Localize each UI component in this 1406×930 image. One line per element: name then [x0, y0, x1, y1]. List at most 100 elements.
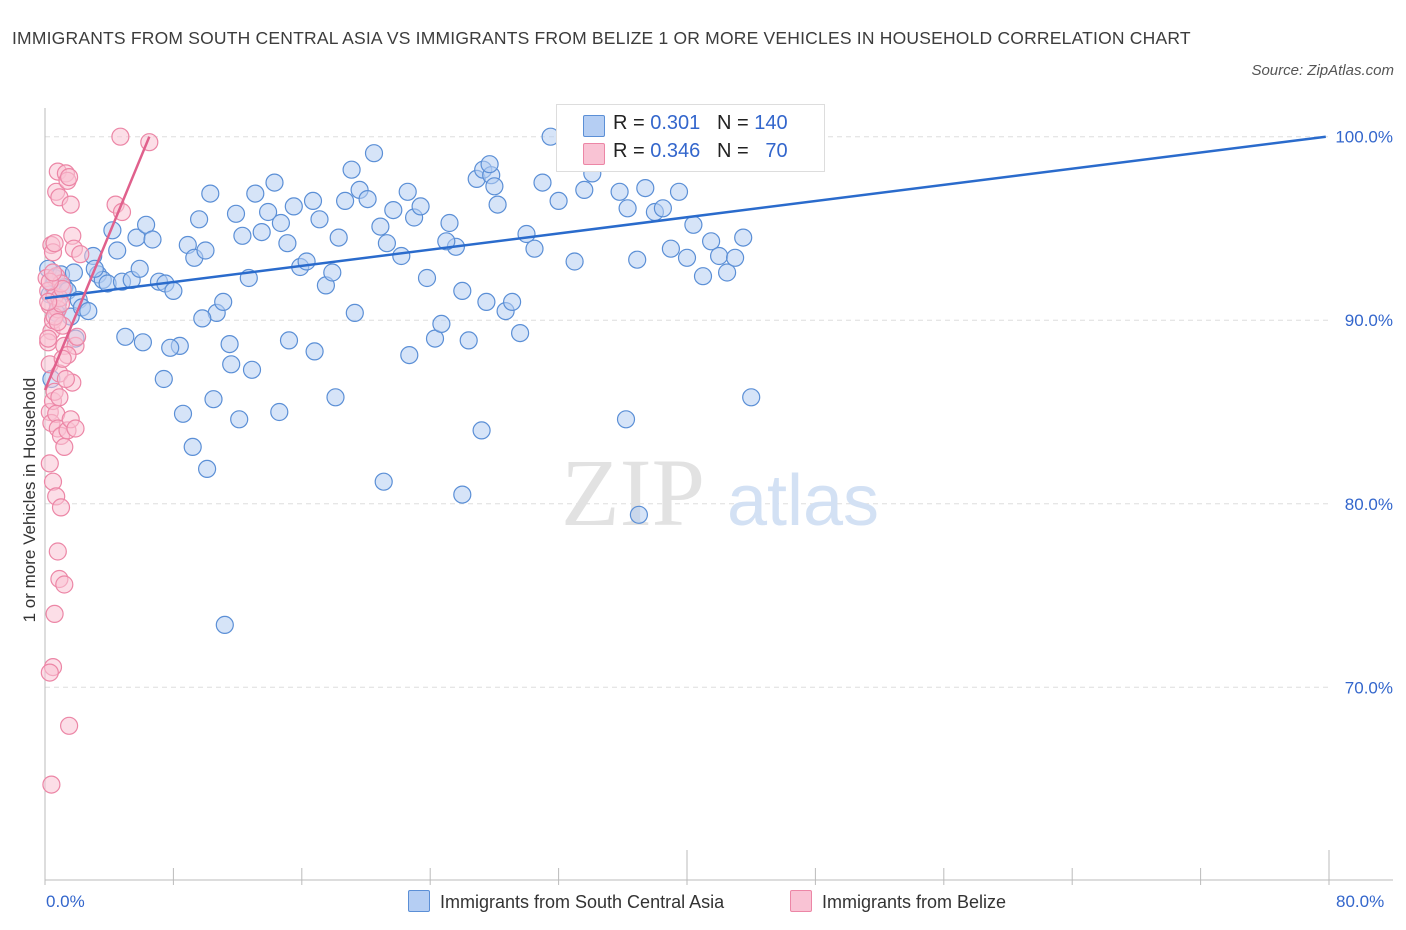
data-point [59, 168, 79, 187]
data-point [684, 215, 703, 234]
data-point [677, 248, 697, 267]
data-point [453, 281, 472, 300]
data-point [201, 184, 220, 203]
data-point [477, 292, 496, 311]
data-point [709, 246, 729, 266]
data-point [64, 263, 84, 282]
legend-swatch-pink [790, 890, 812, 912]
legend-n-label: N = [716, 112, 749, 134]
data-point [610, 182, 629, 201]
data-point [242, 360, 262, 379]
watermark-atlas: atlas [727, 461, 879, 541]
data-point [525, 239, 544, 258]
data-point [472, 421, 491, 440]
data-point [488, 195, 507, 214]
data-point [183, 437, 202, 456]
legend-swatch-blue [583, 115, 605, 137]
data-point [67, 327, 87, 346]
data-point [297, 252, 316, 271]
data-point [66, 419, 85, 438]
data-point [398, 182, 417, 201]
data-point [440, 213, 459, 233]
data-point [271, 213, 290, 233]
data-point [259, 202, 278, 222]
data-point [653, 199, 673, 218]
series-legend: Immigrants from South Central Asia Immig… [0, 890, 1406, 916]
data-point [190, 210, 209, 229]
data-point [161, 338, 180, 357]
data-point [215, 615, 234, 635]
data-point [55, 575, 74, 594]
data-point [411, 197, 430, 216]
data-point [116, 327, 135, 346]
data-point [246, 184, 265, 203]
legend-item-belize: Immigrants from Belize [790, 890, 1006, 913]
data-point [326, 388, 345, 407]
data-point [734, 228, 753, 247]
data-point [323, 263, 342, 282]
data-point [265, 173, 284, 192]
data-point [717, 263, 737, 282]
series-belize [37, 127, 159, 794]
data-point [629, 505, 649, 524]
data-point [278, 234, 297, 253]
data-point [575, 180, 594, 199]
data-point [377, 234, 396, 253]
data-point [432, 314, 451, 333]
x-tick-label-min: 0.0% [46, 892, 85, 911]
data-point [725, 248, 745, 267]
data-point [284, 197, 303, 216]
legend-r-label: R = [613, 112, 645, 134]
legend-n-label: N = [716, 140, 749, 162]
data-point [502, 292, 522, 311]
data-point [48, 313, 67, 332]
legend-label-south-central-asia: Immigrants from South Central Asia [440, 892, 725, 912]
data-point [45, 604, 64, 624]
data-point [549, 191, 568, 210]
data-point [342, 160, 361, 179]
data-point [279, 331, 299, 350]
legend-swatch-blue [408, 890, 430, 912]
y-tick-label: 70.0% [1345, 678, 1393, 697]
series-south-central-asia [39, 127, 761, 635]
data-point [459, 331, 478, 350]
legend-label-belize: Immigrants from Belize [822, 892, 1007, 912]
data-point [61, 195, 80, 214]
data-point [310, 210, 329, 229]
legend-n-value: 70 [765, 140, 788, 162]
data-point [164, 281, 183, 300]
data-point [565, 252, 584, 271]
data-point [48, 542, 67, 561]
data-point [392, 246, 411, 266]
y-axis-label: 1 or more Vehicles in Household [20, 377, 39, 623]
data-point [143, 230, 162, 249]
data-point [303, 191, 323, 210]
data-point [480, 155, 499, 174]
data-point [51, 498, 71, 517]
y-axis-label-wrap: 1 or more Vehicles in Household [18, 300, 42, 700]
data-point [661, 239, 681, 258]
data-point [111, 127, 130, 146]
data-point [226, 204, 246, 223]
data-point [437, 232, 456, 251]
axes [44, 108, 1393, 885]
data-point [669, 182, 689, 201]
chart-title: IMMIGRANTS FROM SOUTH CENTRAL ASIA VS IM… [12, 28, 1191, 48]
data-point [214, 292, 233, 311]
data-point [345, 303, 364, 322]
data-point [384, 201, 403, 220]
x-tick-label-max: 80.0% [1336, 892, 1385, 911]
data-point [55, 437, 74, 456]
y-tick-label: 100.0% [1335, 128, 1393, 147]
data-point [270, 402, 289, 422]
data-point [204, 390, 223, 409]
data-point [628, 250, 647, 269]
source-label: Source: ZipAtlas.com [1251, 62, 1394, 79]
data-point [371, 217, 390, 236]
data-point [616, 410, 636, 429]
legend-n-value: 140 [754, 112, 788, 134]
data-point [364, 144, 384, 163]
trend-lines [43, 135, 1326, 391]
data-point [336, 191, 355, 210]
